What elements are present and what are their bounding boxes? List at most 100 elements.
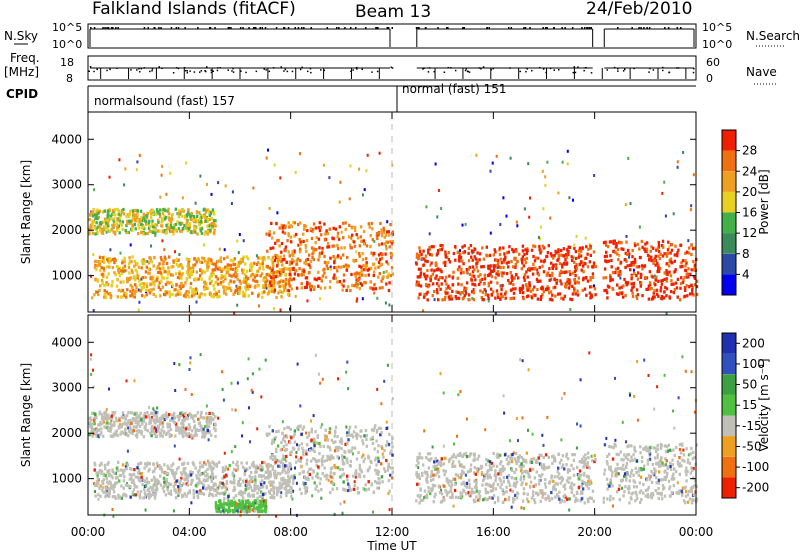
echo-cell [659, 289, 662, 293]
echo-cell [417, 296, 420, 300]
echo-cell [199, 465, 202, 469]
echo-cell [625, 283, 628, 287]
echo-cell [172, 288, 176, 292]
echo-cell [159, 483, 163, 487]
colorbar-swatch [722, 130, 736, 151]
echo-cell [300, 492, 303, 496]
echo-cell [358, 264, 361, 268]
echo-cell [645, 287, 648, 291]
echo-cell [165, 261, 169, 266]
echo-cell [95, 480, 99, 484]
echo-cell [577, 276, 580, 280]
echo-cell [676, 251, 679, 255]
echo-cell [233, 257, 236, 261]
echo-cell [390, 441, 394, 445]
echo-cell [278, 268, 282, 272]
echo-cell [251, 390, 254, 394]
echo-cell [185, 213, 189, 217]
echo-cell [573, 243, 576, 247]
echo-cell [106, 257, 109, 261]
echo-cell [154, 294, 158, 298]
echo-cell [586, 265, 590, 269]
nave-dot [492, 67, 494, 70]
echo-cell [319, 277, 323, 281]
echo-cell [649, 287, 652, 291]
echo-cell [103, 425, 106, 429]
echo-cell [691, 247, 695, 251]
echo-cell [593, 287, 597, 291]
echo-cell [317, 276, 320, 281]
echo-cell [360, 268, 363, 272]
echo-cell [216, 277, 219, 281]
echo-cell [521, 244, 525, 248]
echo-cell [163, 431, 166, 435]
echo-cell [247, 282, 250, 287]
echo-cell [189, 482, 193, 486]
echo-cell [644, 249, 647, 254]
echo-cell [319, 252, 322, 256]
echo-cell [190, 478, 194, 482]
echo-cell [91, 214, 95, 218]
echo-cell [592, 263, 595, 267]
echo-cell [99, 484, 102, 488]
echo-cell [609, 279, 612, 283]
echo-cell [272, 307, 275, 311]
echo-cell [556, 292, 560, 296]
echo-cell [259, 490, 263, 494]
echo-cell [282, 476, 285, 480]
echo-cell [210, 192, 213, 196]
echo-cell [504, 292, 507, 296]
echo-cell [261, 465, 264, 469]
echo-cell [95, 227, 98, 231]
echo-cell [130, 268, 133, 272]
echo-cell [190, 433, 193, 437]
echo-cell [533, 244, 537, 249]
echo-cell [155, 483, 158, 487]
echo-cell [568, 245, 572, 249]
echo-cell [389, 223, 392, 227]
echo-cell [236, 285, 240, 289]
nsearch-dot [175, 27, 178, 29]
echo-cell [342, 279, 346, 283]
echo-cell [505, 261, 509, 265]
echo-cell [367, 267, 371, 271]
echo-cell [479, 278, 482, 282]
echo-cell [120, 295, 123, 299]
echo-cell [625, 235, 628, 238]
echo-cell [161, 486, 165, 490]
echo-cell [508, 439, 511, 443]
echo-cell [272, 284, 275, 288]
echo-cell [174, 496, 178, 500]
echo-cell [355, 272, 358, 276]
echo-cell [495, 154, 498, 158]
echo-cell [122, 280, 125, 284]
echo-cell [521, 284, 525, 288]
echo-cell [172, 411, 176, 416]
echo-cell [346, 461, 349, 465]
echo-cell [681, 259, 685, 263]
echo-cell [261, 291, 264, 295]
echo-cell [271, 438, 274, 442]
echo-cell [99, 433, 102, 437]
echo-cell [104, 474, 107, 478]
echo-cell [234, 266, 238, 271]
echo-cell [272, 274, 275, 278]
echo-cell [156, 275, 159, 279]
echo-cell [342, 487, 345, 491]
echo-cell [550, 261, 553, 265]
echo-cell [276, 254, 279, 258]
echo-cell [632, 268, 635, 272]
echo-cell [203, 287, 206, 291]
echo-cell [555, 251, 558, 255]
echo-cell [144, 222, 148, 226]
nave-dot [291, 70, 294, 73]
echo-cell [229, 279, 232, 283]
echo-cell [283, 457, 286, 461]
echo-cell [418, 253, 421, 258]
echo-cell [222, 398, 225, 402]
echo-cell [104, 490, 107, 494]
echo-cell [162, 413, 165, 417]
echo-cell [560, 248, 563, 253]
echo-cell [293, 476, 296, 480]
echo-cell [211, 475, 214, 479]
